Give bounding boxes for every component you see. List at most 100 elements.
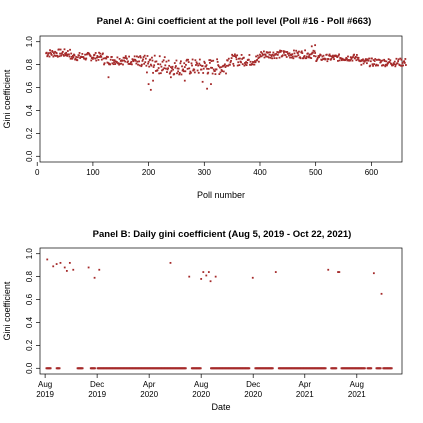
- data-point: [274, 271, 277, 273]
- data-point: [149, 63, 152, 66]
- data-point: [390, 63, 393, 65]
- data-point: [310, 52, 313, 55]
- panel-a-title: Panel A: Gini coefficient at the poll le…: [97, 16, 372, 27]
- data-point: [117, 62, 120, 65]
- data-point: [112, 63, 115, 66]
- data-point: [206, 87, 208, 90]
- data-point: [218, 73, 221, 76]
- data-point: [283, 50, 286, 53]
- data-point: [264, 54, 267, 56]
- data-point: [285, 56, 288, 58]
- data-point: [298, 50, 300, 53]
- y-tick-label: 0.8: [25, 59, 34, 71]
- data-point: [142, 56, 145, 58]
- data-point: [200, 68, 203, 71]
- data-point: [256, 58, 259, 61]
- data-point: [180, 73, 183, 76]
- data-point: [113, 61, 115, 63]
- data-point: [252, 61, 255, 63]
- data-point: [333, 58, 335, 61]
- data-point: [84, 53, 87, 56]
- data-point: [372, 64, 374, 67]
- data-point: [209, 59, 212, 62]
- data-point: [118, 63, 120, 66]
- y-tick-label: 0.2: [25, 339, 34, 351]
- data-point: [46, 55, 49, 58]
- data-point: [358, 59, 361, 62]
- data-point: [400, 58, 403, 61]
- data-point: [364, 367, 366, 370]
- data-point: [397, 58, 400, 61]
- data-point: [393, 60, 396, 63]
- data-point: [313, 50, 316, 53]
- data-point: [371, 63, 374, 66]
- data-point: [49, 49, 51, 52]
- data-point: [217, 64, 220, 66]
- data-point: [148, 65, 151, 68]
- panel-b-y-axis: 0.0 0.2 0.4 0.6 0.8 1.0: [25, 248, 40, 374]
- data-point: [133, 58, 136, 61]
- data-point: [107, 56, 109, 58]
- data-point: [195, 64, 197, 66]
- data-point: [366, 62, 368, 65]
- data-point: [312, 49, 315, 52]
- data-point: [156, 69, 159, 72]
- data-point: [174, 66, 177, 69]
- data-point: [314, 55, 317, 58]
- data-point: [185, 59, 188, 62]
- data-point: [378, 59, 381, 61]
- data-point: [311, 51, 314, 54]
- data-point: [109, 58, 112, 61]
- data-point: [273, 57, 276, 60]
- data-point: [275, 53, 278, 55]
- data-point: [51, 50, 54, 52]
- data-point: [146, 71, 148, 74]
- data-point: [190, 62, 193, 65]
- data-point: [244, 63, 247, 66]
- data-point: [199, 64, 202, 67]
- data-point: [219, 71, 222, 74]
- data-point: [381, 59, 384, 62]
- data-point: [362, 62, 365, 65]
- data-point: [129, 62, 132, 64]
- y-tick-label: 0.4: [25, 316, 34, 328]
- data-point: [324, 58, 327, 60]
- data-point: [230, 57, 233, 60]
- data-point: [176, 67, 179, 70]
- x-tick-label: 2020: [192, 390, 210, 399]
- data-point: [197, 64, 200, 67]
- data-point: [70, 52, 73, 55]
- data-point: [212, 59, 215, 62]
- data-point: [176, 72, 178, 75]
- data-point: [152, 71, 154, 74]
- data-point: [58, 367, 61, 370]
- panel-b: Panel B: Daily gini coefficient (Aug 5, …: [2, 229, 403, 412]
- data-point: [147, 83, 150, 86]
- data-point: [295, 49, 298, 52]
- data-point: [183, 79, 186, 82]
- data-point: [60, 52, 63, 55]
- data-point: [136, 55, 138, 58]
- data-point: [246, 61, 249, 64]
- data-point: [263, 56, 266, 59]
- data-point: [221, 70, 224, 72]
- data-point: [114, 60, 117, 63]
- data-point: [95, 56, 98, 59]
- data-point: [58, 48, 60, 51]
- data-point: [397, 60, 400, 62]
- data-point: [207, 67, 210, 70]
- data-point: [68, 261, 71, 264]
- data-point: [351, 59, 354, 62]
- data-point: [338, 271, 341, 273]
- data-point: [353, 53, 356, 56]
- data-point: [218, 66, 221, 69]
- y-tick-label: 0.6: [25, 293, 34, 305]
- data-point: [222, 70, 225, 73]
- data-point: [389, 59, 392, 62]
- data-point: [193, 68, 196, 71]
- data-point: [238, 64, 241, 66]
- data-point: [216, 58, 219, 61]
- data-point: [206, 67, 208, 70]
- data-point: [403, 60, 406, 63]
- x-tick-label: Dec: [90, 380, 104, 389]
